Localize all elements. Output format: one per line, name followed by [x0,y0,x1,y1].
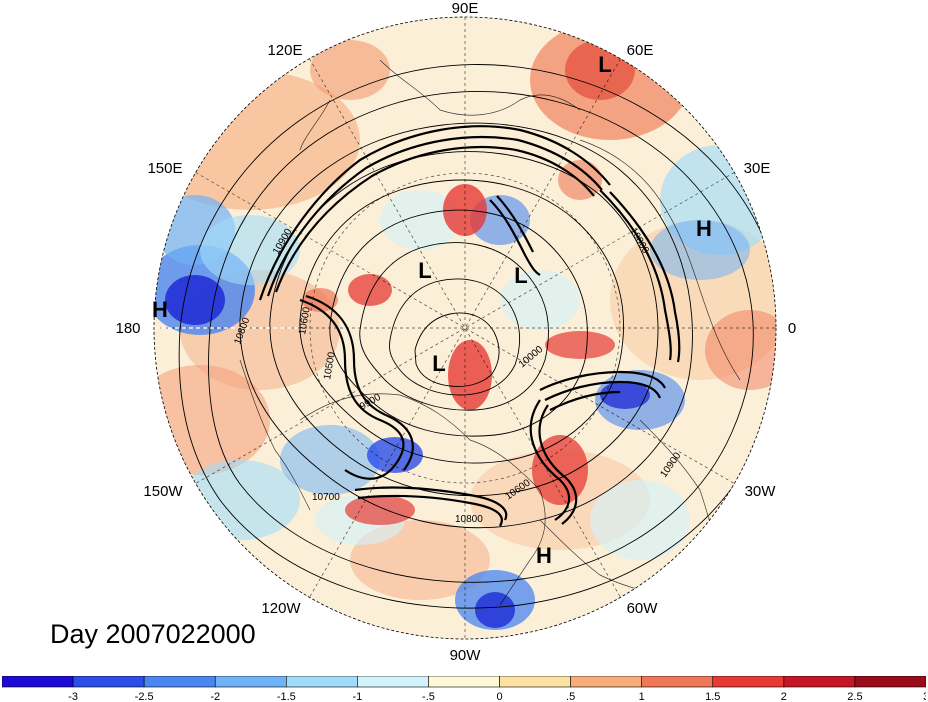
colorbar-box [783,676,856,688]
colorbar-tick-label: -2.5 [135,691,154,702]
map-title: Day 2007022000 [50,619,256,649]
contour-label: 10600 [297,306,313,336]
colorbar-box [428,676,500,688]
height-contours [178,64,776,609]
colorbar-box [72,676,145,688]
lon-label: 150E [147,160,182,177]
lon-label: 90E [452,0,479,17]
lon-label: 120E [267,42,302,59]
lon-label: 0 [788,320,796,337]
colorbar-tick-label: 1.5 [705,691,720,702]
colorbar-tick-label: .5 [566,691,575,702]
colorbar: -3 -2.5 -2 -1.5 -1 -.5 0 .5 1 1.5 2 2.5 3 [2,676,926,702]
colorbar-box [2,676,74,688]
colorbar-tick-label: 3 [923,691,926,702]
lon-label: 60E [627,42,654,59]
high-marker: H [696,216,712,241]
low-marker: L [432,351,445,376]
contour-label: 10800 [455,514,483,525]
colorbar-tick-label: -2 [210,691,220,702]
contour-label: 10500 [322,351,338,381]
colorbar-tick-label: 2 [781,691,787,702]
colorbar-tick-label: -1.5 [277,691,296,702]
low-marker: L [418,258,431,283]
lon-label: 180 [115,320,140,337]
colorbar-tick-label: 1 [639,691,645,702]
low-marker: L [598,52,611,77]
jet-stream [258,125,681,527]
pressure-markers: L H H L L L H [152,52,712,568]
colorbar-tick-label: -.5 [422,691,435,702]
colorbar-box [641,676,714,688]
lon-label: 90W [450,647,482,664]
colorbar-tick-label: 0 [496,691,502,702]
low-marker: L [514,263,527,288]
colorbar-box [570,676,642,688]
longitude-labels: 90E 60E 30E 0 30W 60W 90W 120W 150W 180 … [115,0,796,664]
high-marker: H [152,297,168,322]
colorbar-box [214,676,287,688]
colorbar-tick-label: -3 [68,691,78,702]
contour-label: 10700 [312,492,340,503]
map-boundary [153,16,777,640]
colorbar-box [143,676,216,688]
lon-label: 120W [261,600,301,617]
colorbar-tick-label: 2.5 [847,691,862,702]
lon-label: 30E [744,160,771,177]
colorbar-box [286,676,358,688]
graticule [154,17,776,639]
colorbar-ticks: -3 -2.5 -2 -1.5 -1 -.5 0 .5 1 1.5 2 2.5 3 [68,691,926,702]
colorbar-tick-label: -1 [352,691,362,702]
colorbar-box [499,676,571,688]
lon-label: 30W [745,483,777,500]
lon-label: 60W [627,600,659,617]
colorbar-boxes [2,676,926,688]
colorbar-box [854,676,926,688]
colorbar-box [712,676,785,688]
high-marker: H [536,543,552,568]
colorbar-box [357,676,429,688]
lon-label: 150W [143,483,183,500]
